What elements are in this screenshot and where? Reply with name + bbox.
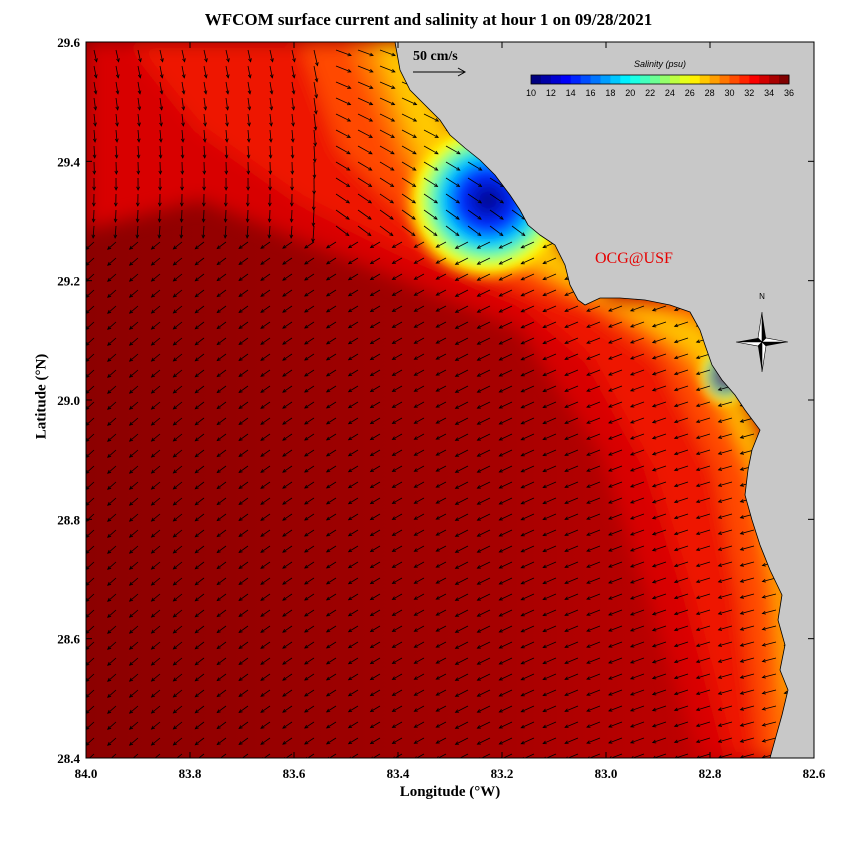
compass-icon: N: [735, 292, 789, 373]
colorbar-tick-label: 20: [625, 88, 635, 98]
colorbar-tick-label: 28: [705, 88, 715, 98]
y-tick-label: 28.8: [57, 512, 80, 527]
ocg-usf-watermark: OCG@USF: [595, 250, 673, 267]
x-axis-label: Longitude (°W): [399, 784, 501, 800]
compass-north-label: N: [759, 292, 765, 301]
colorbar-tick-label: 22: [645, 88, 655, 98]
colorbar-tick-label: 24: [665, 88, 675, 98]
x-tick-label: 84.0: [75, 766, 98, 781]
axis-ticks: [85, 41, 815, 759]
y-tick-label: 29.4: [57, 154, 80, 169]
x-tick-label: 83.6: [283, 766, 306, 781]
colorbar-tick-label: 10: [526, 88, 536, 98]
map-field: [86, 42, 814, 758]
y-tick-label: 28.4: [57, 751, 80, 766]
colorbar-tick-label: 26: [685, 88, 695, 98]
colorbar-tick-label: 34: [764, 88, 774, 98]
colorbar-title: Salinity (psu): [634, 59, 686, 69]
x-tick-label: 83.0: [595, 766, 618, 781]
land: [394, 42, 814, 758]
colorbar-tick-label: 32: [744, 88, 754, 98]
colorbar-tick-label: 16: [586, 88, 596, 98]
x-tick-label: 83.4: [387, 766, 410, 781]
colorbar-tick-label: 12: [546, 88, 556, 98]
colorbar-swatches: [531, 75, 790, 84]
colorbar: Salinity (psu) 10 12 14 16 18 20 22 24 26 28 30 32 3…: [526, 59, 794, 98]
y-tick-label: 28.6: [57, 632, 80, 647]
x-tick-label: 83.2: [491, 766, 514, 781]
colorbar-labels: 10 12 14 16 18 20 22 24 26 28 30 32 34 36: [526, 88, 794, 98]
y-tick-label: 29.6: [57, 35, 80, 50]
scale-arrow-label: 50 cm/s: [413, 49, 458, 64]
x-tick-labels: 84.0 83.8 83.6 83.4 83.2 83.0 82.8 82.6: [75, 766, 826, 781]
x-tick-label: 82.8: [699, 766, 722, 781]
y-tick-label: 29.2: [57, 274, 80, 289]
chart-title: WFCOM surface current and salinity at ho…: [204, 10, 653, 29]
x-tick-label: 82.6: [803, 766, 826, 781]
y-tick-labels: 28.4 28.6 28.8 29.0 29.2 29.4 29.6: [57, 35, 80, 766]
y-tick-label: 29.0: [57, 393, 80, 408]
colorbar-tick-label: 30: [724, 88, 734, 98]
colorbar-tick-label: 18: [605, 88, 615, 98]
x-tick-label: 83.8: [179, 766, 202, 781]
scale-arrow: 50 cm/s: [413, 49, 467, 77]
colorbar-tick-label: 14: [566, 88, 576, 98]
colorbar-tick-label: 36: [784, 88, 794, 98]
